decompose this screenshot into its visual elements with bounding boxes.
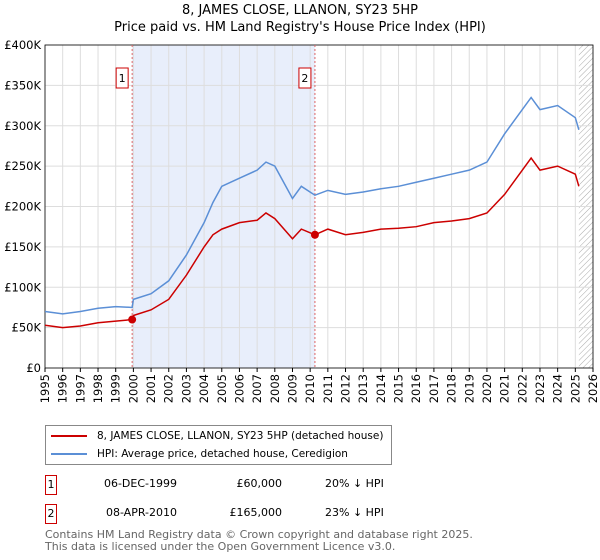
- price-chart: £0 £50K £100K £150K £200K £250K £300K £350K £400…: [4, 38, 600, 403]
- transaction-hpi: 20% ↓ HPI: [325, 477, 384, 490]
- x-tick-label: 2017: [427, 374, 441, 403]
- transaction-badge: 2: [45, 504, 57, 524]
- x-tick-label: 2014: [374, 374, 388, 403]
- y-tick-label: £300K: [4, 119, 41, 133]
- y-tick-label: £400K: [4, 38, 41, 52]
- x-tick-label: 2006: [232, 374, 246, 403]
- x-tick-label: 1995: [38, 374, 52, 403]
- footer-line: This data is licensed under the Open Gov…: [45, 540, 396, 553]
- chart-subtitle: Price paid vs. HM Land Registry's House …: [114, 20, 486, 35]
- series-line-hpi: [44, 96, 580, 315]
- sale-point: [128, 315, 137, 324]
- x-tick-label: 2013: [356, 374, 370, 403]
- transaction-row: 2 08-APR-2010 £165,000 23% ↓ HPI: [45, 504, 384, 524]
- x-tick-label: 2019: [462, 374, 476, 403]
- x-tick-label: 2022: [515, 374, 529, 403]
- x-tick-label: 2026: [586, 374, 600, 403]
- y-tick-label: £100K: [4, 280, 41, 294]
- footer-line: Contains HM Land Registry data © Crown c…: [45, 528, 473, 541]
- x-tick-label: 2005: [215, 374, 229, 403]
- sale-label: 1: [119, 72, 126, 85]
- y-tick-label: £50K: [12, 321, 42, 335]
- x-tick-label: 1998: [91, 374, 105, 403]
- footer: Contains HM Land Registry data © Crown c…: [45, 529, 473, 553]
- chart-title: 8, JAMES CLOSE, LLANON, SY23 5HP: [181, 3, 419, 18]
- x-tick-label: 2002: [162, 374, 176, 403]
- x-tick-label: 2021: [498, 374, 512, 403]
- transaction-price: £165,000: [229, 506, 283, 519]
- x-tick-label: 2020: [480, 374, 494, 403]
- legend-label-hpi: HPI: Average price, detached house, Cere…: [97, 448, 348, 460]
- x-tick-label: 1997: [73, 374, 87, 403]
- transaction-price: £60,000: [236, 477, 283, 490]
- sale-label-box: [115, 67, 129, 89]
- series-line-property: [44, 156, 580, 329]
- x-tick-label: 2023: [533, 374, 547, 403]
- x-tick-label: 2016: [409, 374, 423, 403]
- y-tick-label: £250K: [4, 159, 41, 173]
- transaction-badge: 1: [45, 475, 57, 495]
- x-tick-label: 2003: [179, 374, 193, 403]
- x-tick-label: 2011: [321, 374, 335, 403]
- x-tick-label: 2004: [197, 374, 211, 403]
- y-tick-label: £350K: [4, 78, 41, 92]
- y-tick-label: £150K: [4, 240, 41, 254]
- x-tick-label: 2001: [144, 374, 158, 403]
- x-tick-label: 1999: [109, 374, 123, 403]
- legend-label-property: 8, JAMES CLOSE, LLANON, SY23 5HP (detach…: [97, 430, 384, 442]
- x-tick-label: 2000: [126, 374, 140, 403]
- x-tick-label: 1996: [56, 374, 70, 403]
- transaction-hpi: 23% ↓ HPI: [325, 506, 384, 519]
- x-tick-label: 2018: [445, 374, 459, 403]
- y-tick-label: £200K: [4, 200, 41, 214]
- x-tick-label: 2012: [339, 374, 353, 403]
- legend-red-line: [51, 435, 87, 437]
- legend-blue-line: [51, 453, 87, 455]
- x-tick-label: 2009: [285, 374, 299, 403]
- sale-label-box: [298, 67, 312, 89]
- x-tick-label: 2015: [392, 374, 406, 403]
- plot-frame: [44, 44, 594, 369]
- x-tick-label: 2025: [568, 374, 582, 403]
- x-tick-label: 2010: [303, 374, 317, 403]
- x-tick-label: 2007: [250, 374, 264, 403]
- transaction-date: 08-APR-2010: [105, 506, 177, 519]
- transaction-row: 1 06-DEC-1999 £60,000 20% ↓ HPI: [45, 475, 384, 495]
- transaction-date: 06-DEC-1999: [103, 477, 177, 490]
- x-tick-label: 2008: [268, 374, 282, 403]
- sale-label: 2: [301, 72, 308, 85]
- sale-point: [310, 230, 319, 239]
- y-tick-label: £0: [26, 361, 41, 375]
- x-tick-label: 2024: [551, 374, 565, 403]
- legend: 8, JAMES CLOSE, LLANON, SY23 5HP (detach…: [45, 425, 393, 465]
